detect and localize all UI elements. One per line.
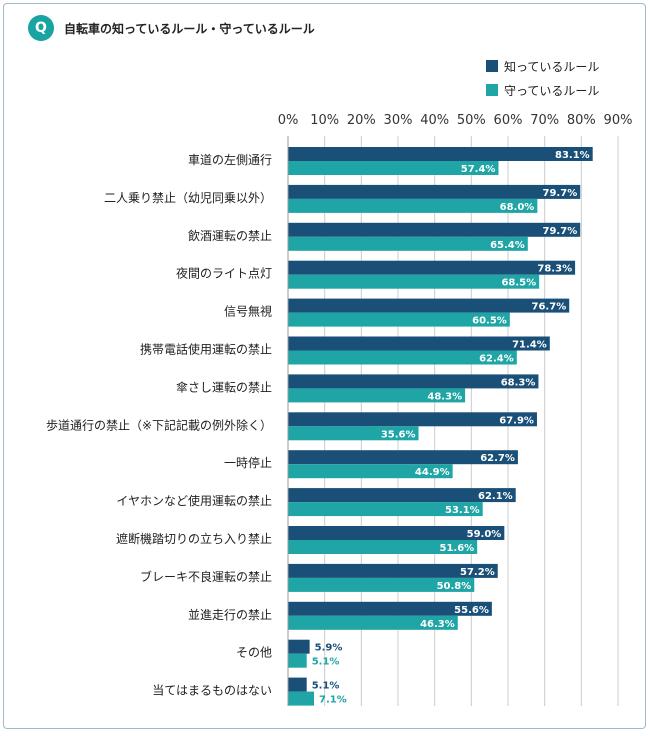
data-label: 65.4%: [490, 240, 525, 251]
category-label: 夜間のライト点灯: [176, 266, 272, 281]
bar-kept: [288, 577, 475, 592]
data-label: 5.1%: [312, 681, 340, 692]
x-tick-label: 90%: [604, 113, 633, 128]
category-label: イヤホンなど使用運転の禁止: [116, 493, 272, 508]
data-label: 51.6%: [439, 543, 474, 554]
category-label: 遮断機踏切りの立ち入り禁止: [116, 531, 272, 546]
data-label: 76.7%: [532, 302, 567, 313]
data-label: 62.4%: [479, 354, 514, 365]
bar-known: [288, 412, 537, 427]
bar-kept: [288, 274, 540, 289]
category-label: 信号無視: [224, 304, 272, 319]
data-label: 7.1%: [319, 695, 347, 706]
x-tick-label: 50%: [457, 113, 486, 128]
question-badge: Q: [28, 15, 54, 41]
legend-item-kept: 守っているルール: [486, 80, 599, 100]
data-label: 5.9%: [315, 643, 343, 654]
data-label: 57.2%: [460, 567, 495, 578]
data-label: 68.0%: [500, 202, 535, 213]
bar-known: [288, 222, 581, 237]
x-tick-label: 70%: [530, 113, 559, 128]
data-label: 48.3%: [427, 391, 462, 402]
data-label: 60.5%: [472, 316, 507, 327]
legend-swatch-known: [486, 60, 498, 72]
bar-kept: [288, 161, 499, 175]
bar-kept: [288, 236, 528, 251]
category-label: 傘さし運転の禁止: [176, 380, 272, 394]
data-label: 50.8%: [437, 581, 472, 592]
category-label: 歩道通行の禁止（※下記記載の例外除く）: [46, 417, 272, 432]
bar-kept: [288, 691, 315, 706]
bar-known: [288, 563, 498, 578]
legend-item-known: 知っているルール: [486, 56, 599, 76]
x-tick-label: 60%: [494, 113, 523, 128]
data-label: 79.7%: [543, 226, 578, 237]
data-label: 83.1%: [555, 150, 590, 161]
bar-kept: [288, 198, 538, 213]
bar-kept: [288, 426, 419, 441]
bar-known: [288, 260, 576, 275]
category-label: 並進走行の禁止: [188, 608, 272, 622]
data-label: 78.3%: [537, 264, 572, 275]
category-label: その他: [236, 646, 272, 660]
bar-kept: [288, 653, 307, 668]
bar-known: [288, 147, 593, 161]
legend-swatch-kept: [486, 84, 498, 96]
category-label: 携帯電話使用運転の禁止: [140, 342, 272, 357]
data-label: 59.0%: [467, 529, 502, 540]
x-tick-label: 0%: [278, 113, 299, 128]
data-label: 5.1%: [312, 657, 340, 668]
data-label: 62.1%: [478, 491, 513, 502]
data-label: 79.7%: [543, 188, 578, 199]
category-label: 当てはまるものはない: [152, 684, 272, 698]
bar-known: [288, 184, 581, 199]
data-label: 55.6%: [454, 605, 489, 616]
bar-kept: [288, 312, 510, 327]
bar-known: [288, 526, 505, 540]
x-tick-label: 20%: [347, 113, 376, 128]
chart-title: 自転車の知っているルール・守っているルール: [64, 22, 315, 36]
bar-kept: [288, 540, 478, 554]
bar-kept: [288, 388, 466, 403]
category-label: 二人乗り禁止（幼児同乗以外）: [104, 191, 272, 205]
bar-known: [288, 374, 539, 389]
bar-known: [288, 450, 518, 465]
bar-known: [288, 336, 550, 351]
data-label: 71.4%: [512, 340, 547, 351]
legend-label-known: 知っているルール: [504, 59, 600, 74]
x-tick-label: 10%: [310, 113, 339, 128]
legend-label-kept: 守っているルール: [504, 83, 600, 98]
bar-kept: [288, 615, 458, 630]
x-tick-label: 40%: [420, 113, 449, 128]
data-label: 68.3%: [501, 377, 536, 388]
data-label: 67.9%: [499, 415, 534, 426]
x-tick-label: 80%: [567, 113, 596, 128]
data-label: 46.3%: [420, 619, 455, 630]
bar-known: [288, 639, 310, 654]
category-label: 一時停止: [224, 455, 272, 470]
bar-known: [288, 677, 307, 692]
data-label: 62.7%: [480, 453, 515, 464]
bar-kept: [288, 350, 517, 365]
data-label: 68.5%: [501, 278, 536, 289]
category-label: 車道の左側通行: [188, 152, 272, 167]
bar-known: [288, 488, 516, 503]
data-label: 57.4%: [461, 164, 496, 175]
x-tick-label: 30%: [384, 113, 413, 128]
category-label: 飲酒運転の禁止: [188, 228, 272, 243]
bar-known: [288, 298, 570, 313]
bar-kept: [288, 464, 453, 479]
legend: 知っているルール 守っているルール: [486, 56, 599, 104]
category-label: ブレーキ不良運転の禁止: [140, 569, 272, 584]
bar-known: [288, 601, 492, 616]
data-label: 44.9%: [415, 467, 450, 478]
data-label: 53.1%: [445, 505, 480, 516]
data-label: 35.6%: [381, 429, 416, 440]
bar-kept: [288, 502, 483, 517]
